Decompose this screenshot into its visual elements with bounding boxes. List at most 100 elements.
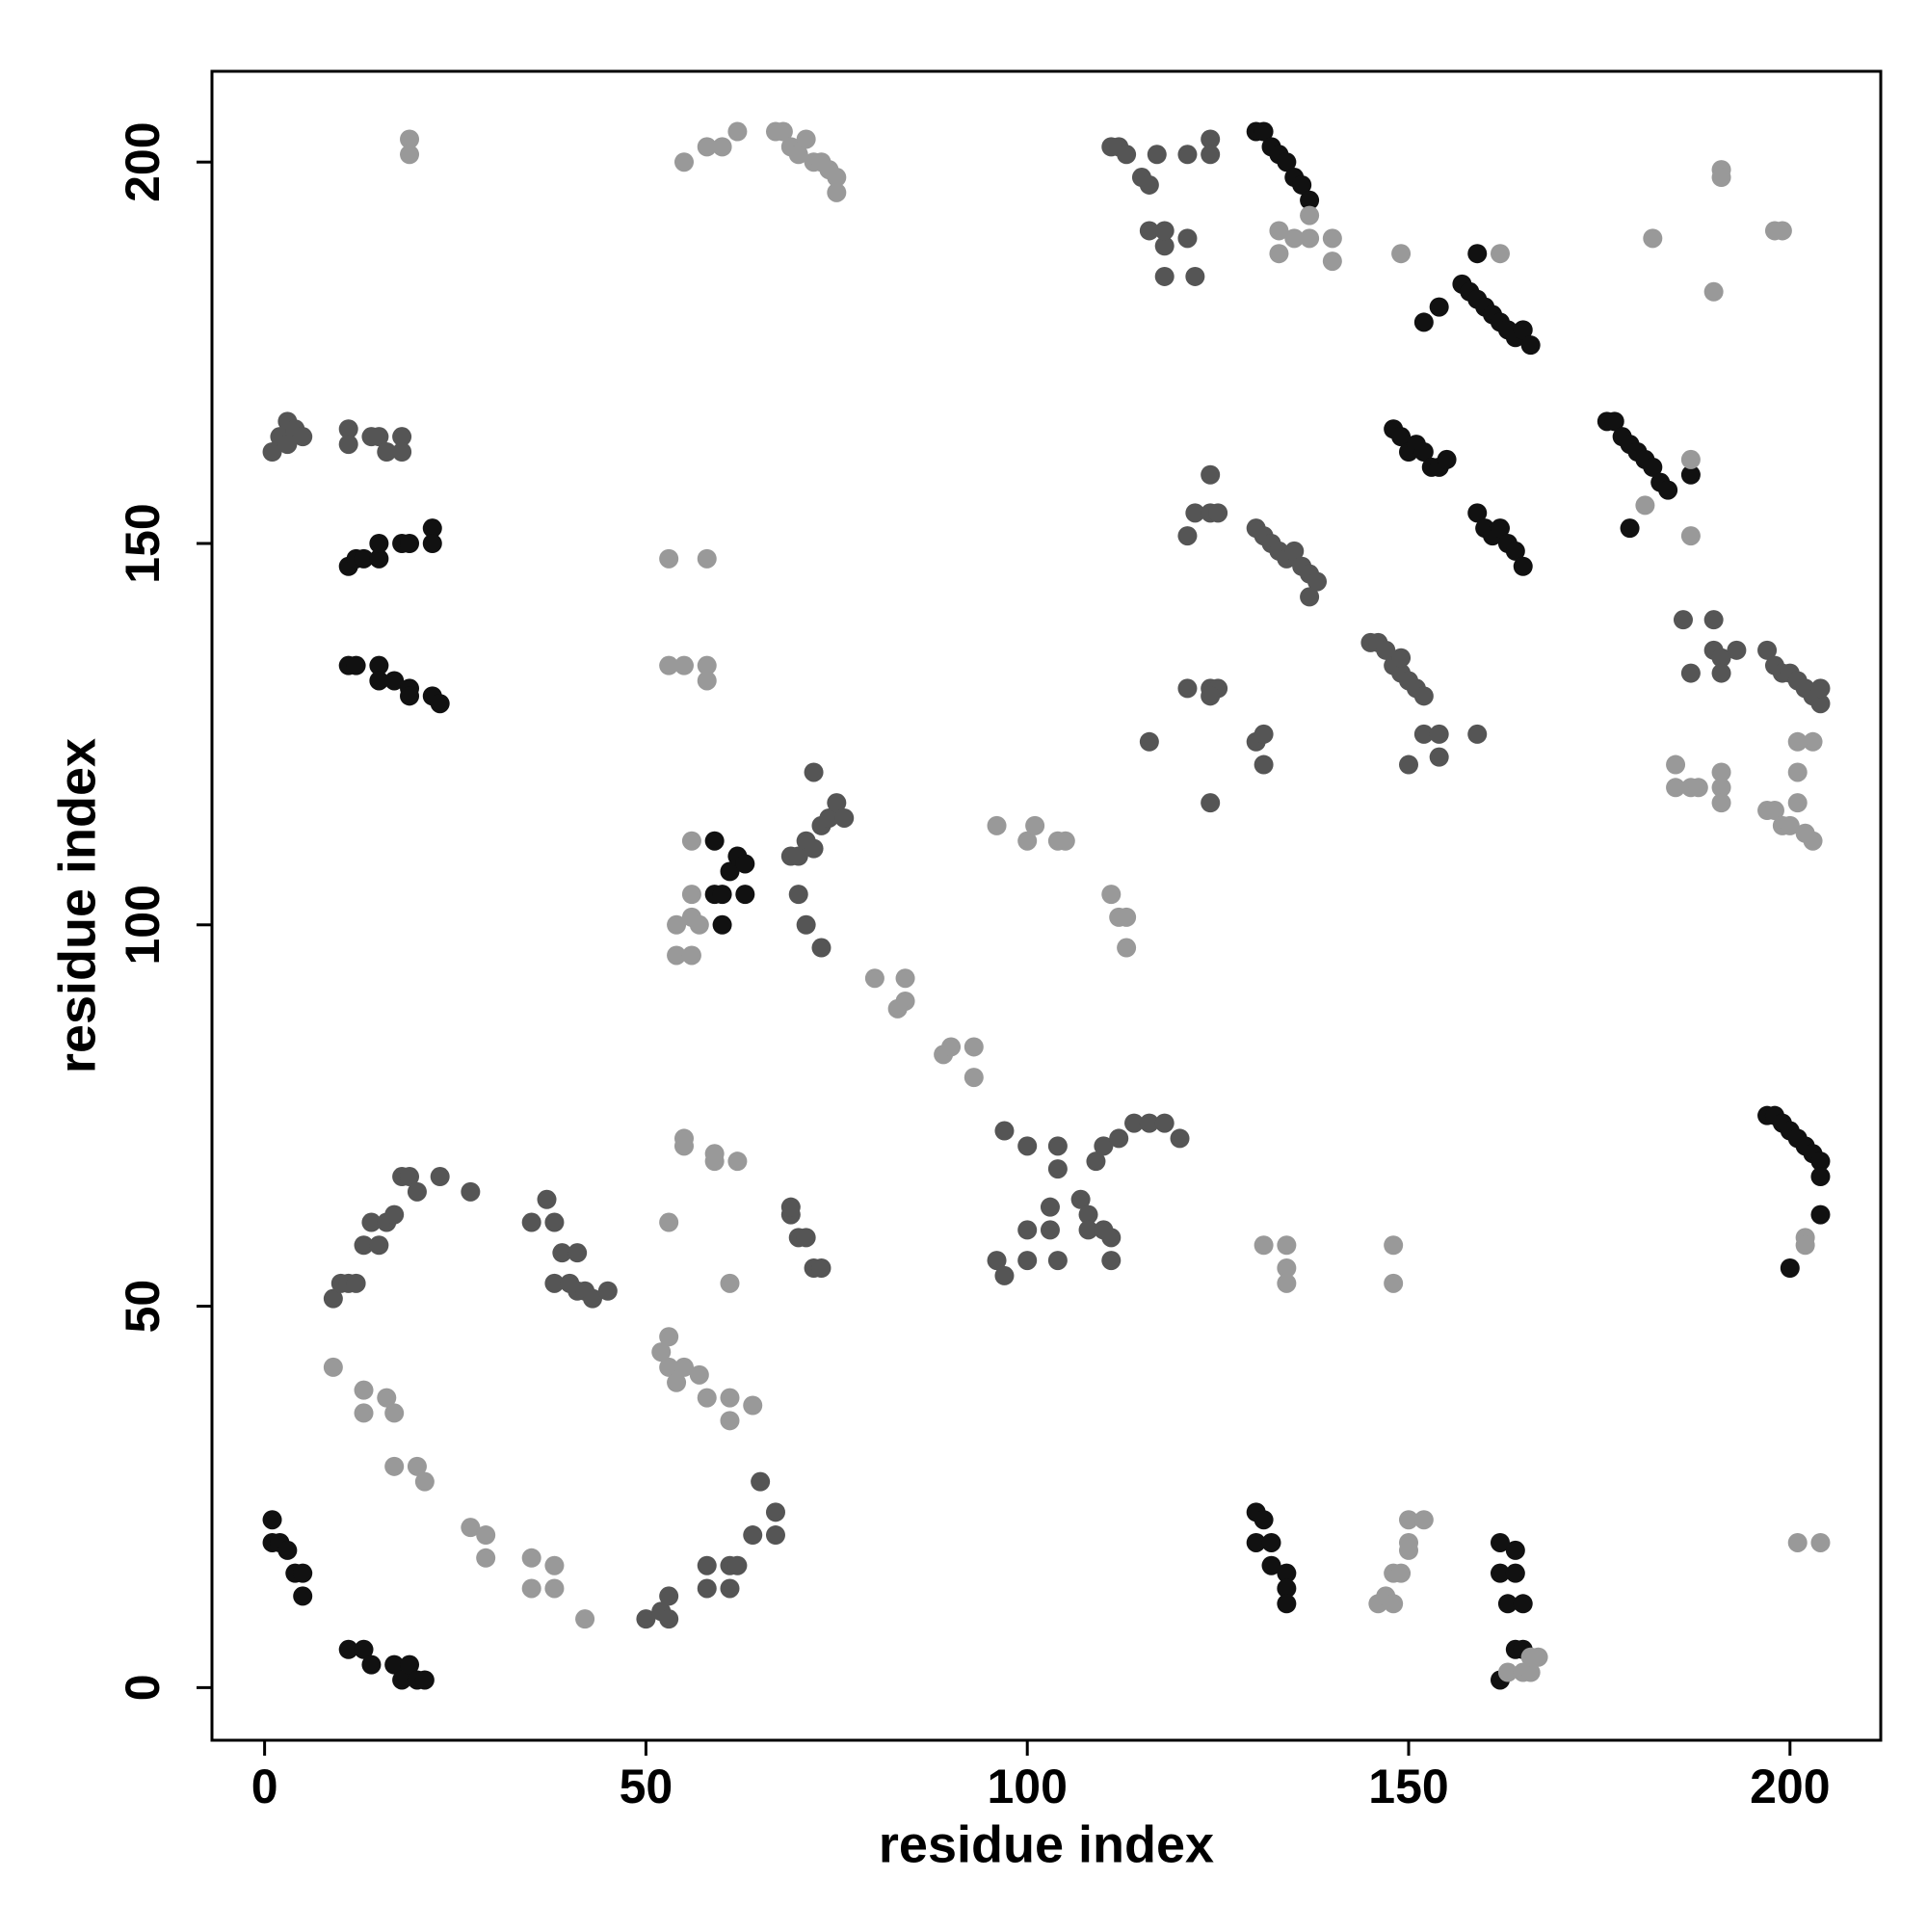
point <box>1017 1220 1038 1240</box>
point <box>712 885 732 905</box>
point <box>811 1258 832 1279</box>
point <box>1467 724 1488 744</box>
point <box>384 671 405 691</box>
point <box>811 938 832 958</box>
point <box>659 1586 679 1606</box>
point <box>1154 236 1175 256</box>
point <box>400 686 420 706</box>
point <box>1246 1532 1266 1552</box>
point <box>819 807 839 828</box>
plot-frame <box>210 69 1883 1742</box>
point <box>1604 411 1624 432</box>
point <box>1810 678 1831 699</box>
point <box>369 533 389 553</box>
point <box>1803 731 1823 752</box>
point <box>788 885 808 905</box>
point <box>407 1456 427 1476</box>
point <box>544 1273 565 1293</box>
point <box>1284 228 1305 249</box>
point <box>1399 1510 1419 1530</box>
point <box>1017 831 1038 851</box>
point <box>361 1654 382 1675</box>
point <box>400 1167 420 1187</box>
point <box>1520 335 1541 356</box>
point <box>1254 121 1274 142</box>
point <box>521 1548 541 1568</box>
point <box>400 145 420 165</box>
point <box>354 1380 374 1400</box>
point <box>834 807 855 828</box>
point <box>659 1327 679 1347</box>
point <box>1277 1594 1297 1614</box>
point <box>1757 640 1778 660</box>
point <box>689 914 709 935</box>
point <box>673 655 694 675</box>
point <box>1391 1563 1412 1583</box>
point <box>1467 244 1488 264</box>
x-tick-label: 100 <box>987 1760 1067 1813</box>
point <box>384 1456 405 1476</box>
point <box>544 1578 565 1599</box>
point <box>262 1510 282 1530</box>
point <box>667 945 687 966</box>
point <box>681 945 701 966</box>
point <box>697 1578 717 1599</box>
point <box>1391 427 1412 447</box>
point <box>636 1609 656 1629</box>
point <box>964 1068 984 1088</box>
point <box>673 1136 694 1156</box>
point <box>1277 1578 1297 1599</box>
point <box>422 533 442 553</box>
point <box>583 1288 603 1309</box>
point <box>697 655 717 675</box>
point <box>1413 312 1434 332</box>
point <box>1177 145 1198 165</box>
point <box>1047 1251 1068 1271</box>
point <box>673 1357 694 1377</box>
point <box>1429 724 1449 744</box>
y-tick-label: 0 <box>116 1674 170 1701</box>
point <box>788 846 808 866</box>
point <box>1101 885 1122 905</box>
point <box>377 1388 397 1408</box>
point <box>1300 205 1320 225</box>
point <box>1680 449 1701 469</box>
point <box>400 129 420 149</box>
point <box>422 518 442 539</box>
point <box>1399 754 1419 775</box>
point <box>751 1471 771 1492</box>
y-tick-label: 150 <box>116 503 170 583</box>
point <box>1810 1167 1831 1187</box>
point <box>1429 297 1449 317</box>
point <box>384 1654 405 1675</box>
point <box>552 1243 572 1263</box>
point <box>964 1037 984 1057</box>
point <box>1391 244 1412 264</box>
point <box>1384 1594 1404 1614</box>
point <box>994 1121 1015 1141</box>
point <box>293 1586 313 1606</box>
point <box>887 998 908 1019</box>
point <box>392 442 412 463</box>
point <box>1047 1136 1068 1156</box>
point <box>720 1578 740 1599</box>
point <box>697 137 717 157</box>
point <box>1117 907 1137 927</box>
point <box>1300 587 1320 607</box>
point <box>720 861 740 882</box>
point <box>1277 1563 1297 1583</box>
point <box>377 442 397 463</box>
point <box>659 1609 679 1629</box>
point <box>804 838 824 859</box>
point <box>521 1578 541 1599</box>
point <box>346 1273 366 1293</box>
point <box>1666 754 1686 775</box>
point <box>1086 1151 1106 1172</box>
point <box>1429 747 1449 767</box>
point <box>1376 640 1396 660</box>
point <box>476 1548 496 1568</box>
point <box>1025 815 1045 835</box>
point <box>1727 640 1747 660</box>
point <box>673 152 694 172</box>
point <box>659 655 679 675</box>
